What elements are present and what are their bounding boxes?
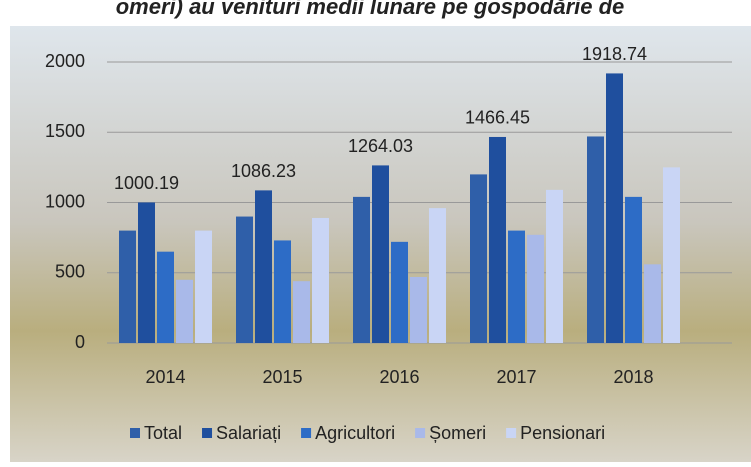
legend-label: Agricultori (315, 423, 395, 443)
data-label: 1466.45 (465, 108, 530, 128)
y-tick-label: 0 (75, 332, 85, 352)
bar (587, 136, 604, 343)
bar (255, 190, 272, 343)
data-label: 1918.74 (582, 44, 647, 64)
chart: omeri) au venituri medii lunare pe gospo… (0, 0, 751, 462)
bar (489, 137, 506, 343)
legend-swatch (130, 428, 140, 438)
bar (546, 190, 563, 343)
x-tick-label: 2014 (145, 367, 185, 387)
legend-swatch (301, 428, 311, 438)
y-tick-label: 1000 (45, 191, 85, 211)
bar (176, 280, 193, 343)
bar (429, 208, 446, 343)
y-tick-label: 500 (55, 262, 85, 282)
caption: omeri) au venituri medii lunare pe gospo… (116, 0, 625, 19)
bar (508, 231, 525, 343)
bar (236, 217, 253, 343)
data-label: 1000.19 (114, 173, 179, 193)
x-tick-label: 2017 (496, 367, 536, 387)
x-tick-label: 2015 (262, 367, 302, 387)
legend-label: Pensionari (520, 423, 605, 443)
bar (625, 197, 642, 343)
legend-label: Salariați (216, 423, 281, 443)
bar (157, 252, 174, 343)
x-tick-label: 2018 (613, 367, 653, 387)
bar (410, 277, 427, 343)
bar (606, 73, 623, 343)
bar (470, 174, 487, 343)
x-tick-label: 2016 (379, 367, 419, 387)
bar (274, 240, 291, 343)
data-label: 1264.03 (348, 136, 413, 156)
legend-swatch (202, 428, 212, 438)
bar (195, 231, 212, 343)
y-tick-label: 1500 (45, 121, 85, 141)
legend-swatch (415, 428, 425, 438)
bar (138, 202, 155, 343)
bar (527, 235, 544, 343)
y-tick-label: 2000 (45, 51, 85, 71)
bar (644, 264, 661, 343)
bar (312, 218, 329, 343)
legend-label: Total (144, 423, 182, 443)
bar (663, 167, 680, 343)
data-label: 1086.23 (231, 161, 296, 181)
bar (391, 242, 408, 343)
legend-label: Șomeri (429, 423, 486, 443)
bar (372, 165, 389, 343)
bar (119, 231, 136, 343)
legend-swatch (506, 428, 516, 438)
bar (353, 197, 370, 343)
bar (293, 281, 310, 343)
